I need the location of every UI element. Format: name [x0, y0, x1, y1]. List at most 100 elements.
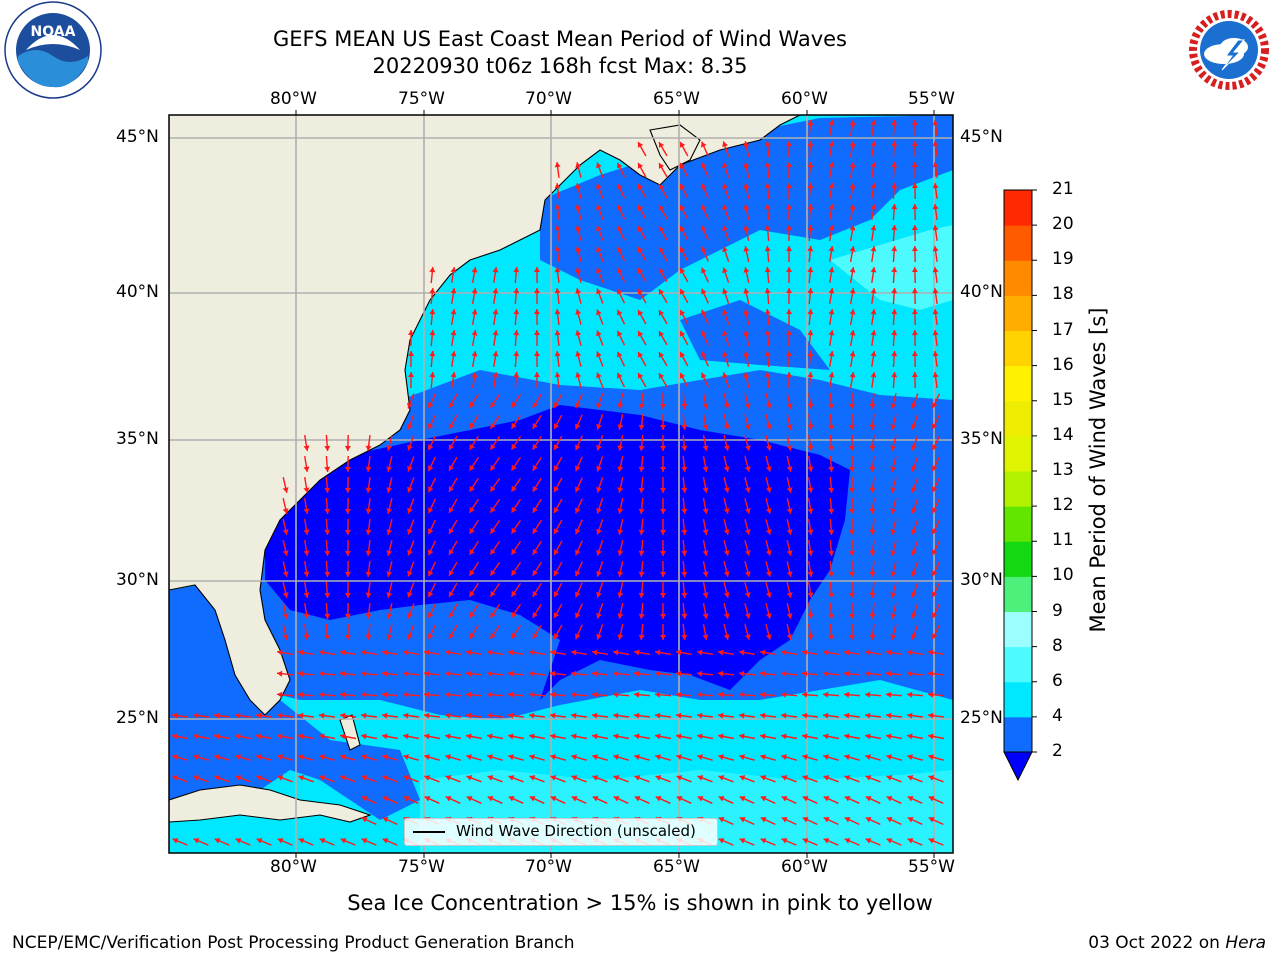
wind-wave-arrowhead — [744, 403, 751, 409]
wind-wave-arrowhead — [596, 633, 602, 640]
wind-wave-arrowhead — [638, 529, 645, 535]
wind-wave-arrowhead — [681, 424, 688, 430]
wind-wave-arrowhead — [303, 445, 310, 451]
wind-wave-arrowhead — [655, 796, 662, 802]
wind-wave-arrowhead — [592, 775, 599, 781]
wind-wave-arrowhead — [701, 141, 707, 148]
wind-wave-arrowhead — [723, 613, 730, 619]
wind-wave-arrowhead — [722, 372, 728, 379]
wind-wave-arrowhead — [408, 330, 414, 335]
wind-wave-arrowhead — [681, 571, 688, 577]
wind-wave-arrowhead — [445, 775, 452, 781]
wind-wave-arrowhead — [365, 487, 372, 493]
wind-wave-arrowhead — [890, 550, 897, 556]
wind-wave-arrowhead — [870, 204, 877, 210]
wind-wave-arrowhead — [807, 330, 814, 336]
wind-wave-arrowhead — [553, 444, 560, 450]
wind-wave-arrowhead — [596, 549, 602, 556]
wind-wave-arrowhead — [890, 634, 897, 640]
wind-wave-arrowhead — [932, 465, 938, 472]
wind-wave-arrowhead — [638, 445, 645, 451]
wind-wave-arrowhead — [828, 571, 835, 577]
wind-wave-arrowhead — [534, 372, 540, 377]
wind-wave-arrowhead — [277, 649, 283, 656]
wind-wave-arrowhead — [382, 754, 388, 761]
wind-wave-arrowhead — [781, 817, 788, 823]
wind-wave-arrowhead — [911, 183, 918, 189]
lat-tick-right-40n: 40°N — [960, 282, 1003, 302]
wind-wave-arrowhead — [554, 267, 561, 273]
wind-wave-arrowhead — [828, 372, 835, 378]
wind-wave-arrowhead — [324, 613, 331, 619]
wind-wave-arrowhead — [786, 225, 793, 231]
wind-wave-arrowhead — [282, 550, 289, 556]
wind-wave-arrowhead — [701, 309, 707, 316]
wind-wave-arrowhead — [450, 372, 457, 378]
wind-wave-arrowhead — [849, 351, 856, 357]
wind-wave-arrowhead — [786, 424, 793, 430]
wind-wave-arrowhead — [828, 120, 835, 126]
wind-wave-arrowhead — [807, 225, 814, 231]
wind-wave-arrowhead — [382, 691, 388, 698]
wind-wave-arrowhead — [764, 141, 771, 147]
wind-wave-arrowhead — [571, 691, 577, 698]
wind-wave-arrowhead — [870, 120, 877, 126]
wind-wave-arrowhead — [575, 507, 581, 514]
wind-wave-arrowhead — [638, 634, 645, 640]
wind-wave-arrowhead — [428, 423, 434, 430]
wind-wave-arrowhead — [786, 550, 793, 556]
wind-wave-arrowhead — [802, 796, 809, 802]
wind-wave-arrowhead — [655, 691, 661, 698]
wind-wave-arrowhead — [407, 402, 413, 409]
wind-wave-arrowhead — [697, 775, 704, 781]
wind-wave-arrowhead — [532, 422, 538, 429]
wind-wave-arrowhead — [365, 571, 372, 577]
wind-wave-arrowhead — [828, 529, 835, 535]
wind-wave-arrowhead — [807, 246, 814, 252]
wind-wave-arrowhead — [760, 649, 766, 656]
wind-wave-arrowhead — [235, 754, 241, 761]
wind-wave-arrowhead — [764, 225, 771, 231]
wind-wave-arrowhead — [890, 466, 897, 472]
nws-logo — [1183, 4, 1275, 96]
wind-wave-arrowhead — [828, 592, 835, 598]
lon-tick-top-80w: 80°W — [270, 89, 317, 109]
land — [169, 115, 801, 823]
wind-wave-arrowhead — [932, 183, 939, 189]
wind-wave-arrowhead — [235, 712, 241, 719]
wind-wave-arrowhead — [469, 632, 475, 639]
wind-wave-arrowhead — [450, 288, 457, 294]
wind-wave-arrowhead — [361, 712, 367, 719]
wind-wave-arrowhead — [617, 634, 624, 640]
wind-wave-arrowhead — [319, 733, 325, 740]
wind-wave-arrowhead — [932, 225, 939, 231]
wind-wave-arrowhead — [844, 691, 850, 698]
wind-wave-arrowhead — [658, 352, 665, 358]
wind-wave-arrowhead — [617, 550, 624, 556]
wind-wave-arrowhead — [886, 712, 892, 719]
wind-wave-arrowhead — [743, 162, 750, 168]
wind-wave-arrowhead — [911, 402, 917, 409]
wind-wave-arrowhead — [282, 571, 289, 577]
wind-wave-arrowhead — [386, 613, 393, 619]
wind-wave-arrowhead — [891, 204, 898, 210]
wind-wave-arrowhead — [532, 401, 538, 408]
wind-wave-arrowhead — [932, 444, 938, 451]
wind-wave-arrowhead — [658, 373, 665, 379]
wind-wave-arrowhead — [786, 309, 793, 315]
wind-wave-arrowhead — [448, 465, 455, 471]
wind-wave-arrowhead — [511, 611, 517, 618]
wind-wave-arrowhead — [739, 733, 745, 740]
wind-wave-arrowhead — [807, 372, 814, 378]
wind-wave-arrowhead — [172, 754, 178, 761]
wind-wave-arrowhead — [637, 310, 644, 316]
lat-tick-right-30n: 30°N — [960, 570, 1003, 590]
graticule — [169, 115, 953, 853]
wind-wave-arrowhead — [277, 691, 283, 698]
wind-wave-arrowhead — [298, 838, 305, 844]
wind-wave-arrowhead — [596, 528, 602, 535]
wind-wave-arrowhead — [911, 141, 918, 147]
wind-wave-arrowhead — [802, 712, 808, 719]
wind-wave-arrowhead — [617, 288, 623, 295]
wind-wave-arrowhead — [361, 775, 368, 781]
